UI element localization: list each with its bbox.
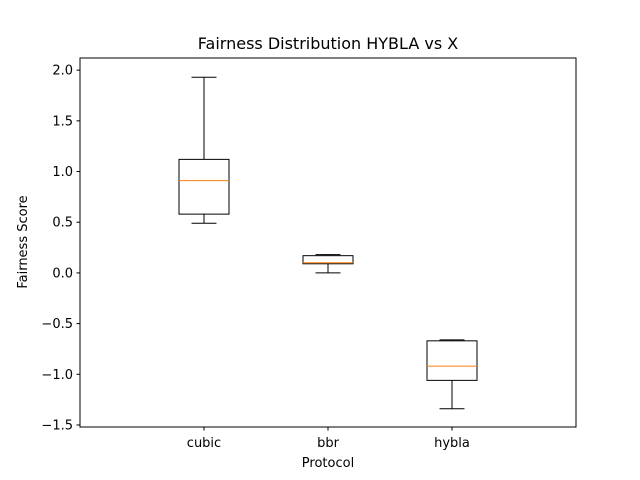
x-tick-label-bbr: bbr [317,436,340,451]
y-axis: −1.5 −1.0 −0.5 0.0 0.5 1.0 1.5 2.0 [41,64,80,433]
plot-area [178,76,478,410]
x-axis: cubic bbr hybla [187,427,470,451]
box-bbr [302,254,354,274]
y-tick-label: 1.5 [52,114,73,129]
y-tick-label: 1.0 [52,165,73,180]
y-axis-label: Fairness Score [16,195,31,288]
box-cubic [178,76,230,224]
box-body [426,340,478,381]
y-tick-label: 0.0 [52,266,73,281]
x-tick-label-hybla: hybla [434,436,470,451]
y-tick-label: −1.0 [41,368,73,383]
y-tick-label: 2.0 [52,64,73,79]
box-hybla [426,339,478,410]
chart-title: Fairness Distribution HYBLA vs X [198,34,458,53]
x-axis-label: Protocol [302,456,354,471]
y-tick-label: −0.5 [41,317,73,332]
y-tick-label: −1.5 [41,418,73,433]
x-tick-label-cubic: cubic [187,436,221,451]
y-tick-label: 0.5 [52,216,73,231]
box-body [178,158,230,215]
box-body [302,255,354,265]
